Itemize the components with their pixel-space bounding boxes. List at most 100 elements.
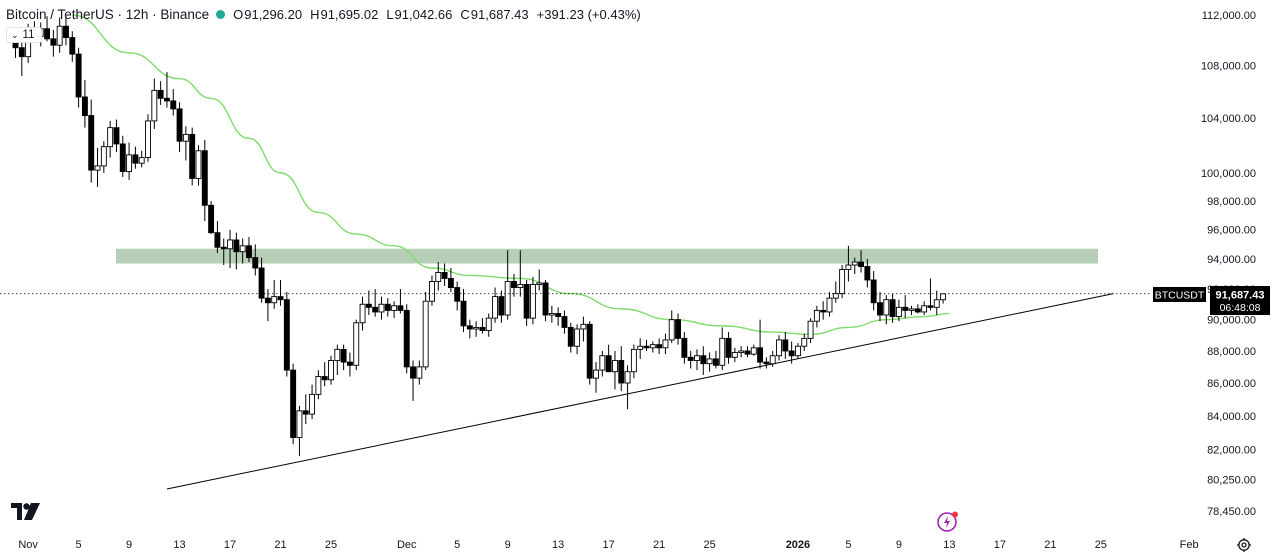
candle [630, 344, 637, 379]
candle-body [807, 320, 814, 339]
candle-body [397, 305, 404, 311]
candle-body [126, 154, 133, 172]
candle-body [706, 358, 713, 365]
price-axis-label: 84,000.00 [1207, 411, 1256, 423]
candle [416, 360, 423, 385]
candle [782, 332, 789, 359]
candle-body [340, 348, 347, 363]
candle [618, 346, 625, 392]
candle-body [195, 150, 202, 179]
candle [851, 257, 858, 274]
candle-body [599, 355, 606, 371]
candle [820, 301, 827, 320]
candle [662, 333, 669, 355]
price-tag-countdown: 06:48:08 [1220, 302, 1261, 314]
symbol-legend: Bitcoin / TetherUS · 12h · Binance O 91,… [6, 5, 641, 23]
ascending-trendline [166, 293, 1114, 490]
candle-body [233, 239, 240, 253]
flash-icon[interactable] [936, 510, 960, 534]
price-tag-symbol-bg [1153, 287, 1206, 302]
candle [504, 250, 511, 320]
time-axis-label: 17 [994, 539, 1006, 551]
candle [182, 126, 189, 161]
candle [933, 290, 940, 316]
candle-body [864, 266, 871, 281]
price-axis-label: 82,000.00 [1207, 444, 1256, 456]
candle [725, 332, 732, 364]
candle-body [94, 165, 101, 171]
candle-body [365, 303, 372, 308]
candle [176, 102, 183, 153]
candle-body [372, 306, 379, 313]
candle-body [712, 358, 719, 366]
time-axis-label: Dec [397, 539, 417, 551]
candle [763, 357, 770, 369]
price-axis-label: 108,000.00 [1201, 61, 1256, 73]
candle [940, 293, 947, 304]
candle [744, 346, 751, 358]
candle-body [296, 410, 303, 438]
candle-body [580, 323, 587, 330]
candle-body [107, 127, 114, 148]
candle-body [492, 296, 499, 319]
symbol-title[interactable]: Bitcoin / TetherUS · 12h · Binance [6, 6, 210, 22]
candle [163, 72, 170, 108]
candle [776, 335, 782, 361]
candle-body [889, 299, 896, 318]
candle-body [485, 317, 492, 331]
time-axis-label: 21 [274, 539, 286, 551]
indicators-toggle[interactable]: ⌄ 11 [6, 27, 42, 43]
price-axis[interactable]: 112,000.00 108,000.00 104,000.00 100,000.00… [1201, 10, 1256, 518]
candle [567, 322, 574, 353]
candle-body [681, 337, 688, 358]
tradingview-logo[interactable] [11, 503, 41, 520]
candle-body [548, 313, 555, 316]
candle [612, 350, 618, 390]
candle-body [384, 303, 391, 311]
candle [201, 139, 208, 222]
candle [542, 279, 549, 322]
candle-body [113, 127, 120, 145]
candle-body [119, 143, 126, 172]
candle-body [694, 355, 700, 361]
candle [687, 350, 694, 369]
candle-body [794, 345, 801, 357]
candle [712, 350, 719, 369]
candle-body [214, 232, 221, 248]
candle [902, 295, 909, 319]
candle-body [145, 120, 151, 159]
high-label: H [310, 6, 320, 22]
candle-body [422, 300, 429, 368]
price-axis-label: 86,000.00 [1207, 378, 1256, 390]
candle [832, 281, 839, 303]
chevron-down-icon: ⌄ [11, 29, 19, 40]
candle [189, 127, 196, 186]
candle [208, 201, 215, 235]
candle [44, 16, 50, 42]
gear-icon[interactable] [1236, 537, 1252, 553]
candle [119, 135, 126, 178]
candle [75, 47, 82, 108]
open-label: O [233, 6, 244, 22]
candle [302, 394, 309, 425]
time-axis-label: 13 [552, 539, 564, 551]
candle-body [346, 361, 353, 366]
candle [157, 81, 164, 105]
candle [536, 269, 543, 291]
time-axis-label: Feb [1180, 539, 1199, 551]
candle-body [731, 352, 738, 358]
time-axis-label: Nov [18, 539, 38, 551]
low-value: 91,042.66 [394, 6, 453, 22]
candle-body [801, 337, 808, 347]
time-axis[interactable]: Nov 5 9 13 17 21 25 Dec 5 9 13 17 21 25 2026 5 9 13 17 21 25… [18, 539, 1198, 551]
candle-body [466, 325, 473, 330]
candle [50, 30, 57, 57]
price-tag-symbol: BTCUSDT [1155, 290, 1205, 302]
candle [378, 296, 385, 320]
time-axis-label: 13 [173, 539, 185, 551]
candle-body [264, 297, 271, 304]
change-value: +391.23 (+0.43%) [536, 6, 641, 22]
candle-body [750, 347, 757, 355]
price-axis-label: 94,000.00 [1207, 254, 1256, 266]
